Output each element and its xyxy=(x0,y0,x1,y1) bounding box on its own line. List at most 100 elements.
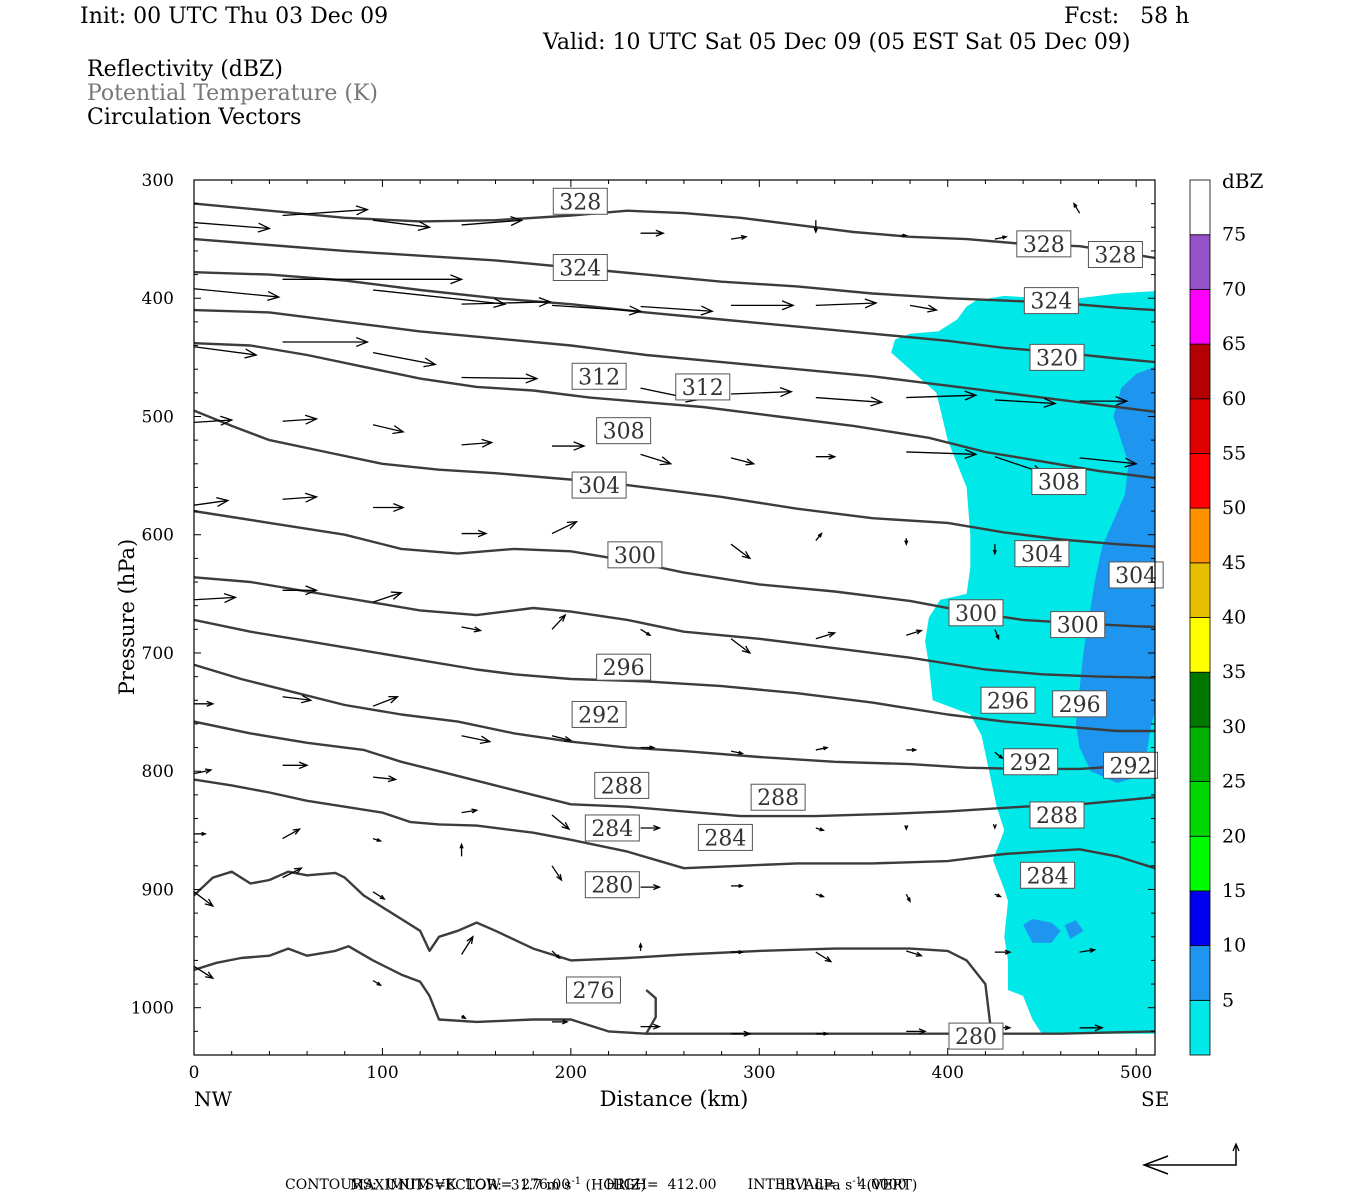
contour-label: 296 xyxy=(596,653,652,681)
circulation-vector xyxy=(906,950,924,957)
colorbar-swatch xyxy=(1189,343,1211,400)
circulation-vector xyxy=(815,893,826,898)
circulation-vector xyxy=(194,496,230,507)
max-vector-vert-value: 11.1 dPa s xyxy=(778,1177,853,1194)
svg-text:292: 292 xyxy=(1110,754,1152,779)
circulation-vector xyxy=(282,761,309,770)
svg-text:288: 288 xyxy=(757,786,799,811)
plot-frame xyxy=(193,179,1156,1056)
circulation-vector xyxy=(461,808,479,814)
circulation-vector xyxy=(282,492,319,503)
circulation-vector xyxy=(461,373,539,384)
svg-text:296: 296 xyxy=(1059,693,1101,718)
x-end-label-right: SE xyxy=(1141,1087,1169,1111)
field-reflectivity: Reflectivity (dBZ) xyxy=(87,57,283,82)
circulation-vector xyxy=(551,950,561,960)
contour-label: 300 xyxy=(607,541,663,569)
circulation-vector xyxy=(994,893,1003,898)
y-tick-label: 900 xyxy=(142,880,174,900)
circulation-vector xyxy=(1079,947,1097,954)
circulation-vector xyxy=(552,1019,569,1025)
colorbar-swatch xyxy=(1189,945,1211,1001)
circulation-vector xyxy=(815,298,878,309)
circulation-vector xyxy=(194,221,272,233)
circulation-vector xyxy=(815,631,837,640)
colorbar-label: 15 xyxy=(1222,880,1246,902)
circulation-vector xyxy=(731,1030,752,1037)
circulation-vector xyxy=(815,951,833,963)
colorbar-swatch xyxy=(1189,562,1211,618)
field-potential-temperature: Potential Temperature (K) xyxy=(87,81,378,106)
circulation-vector xyxy=(731,883,745,888)
circulation-vector xyxy=(282,694,313,704)
colorbar-label: 25 xyxy=(1222,771,1246,793)
svg-text:324: 324 xyxy=(1030,290,1072,315)
circulation-vector xyxy=(640,745,656,750)
contour-label: 312 xyxy=(675,373,731,401)
circulation-vector xyxy=(815,453,837,460)
circulation-vector xyxy=(461,626,483,633)
circulation-vector xyxy=(372,591,403,603)
contour-label: 304 xyxy=(1108,561,1164,589)
contour-label: 284 xyxy=(697,823,753,851)
circulation-vectors xyxy=(194,202,1138,1037)
circulation-vector xyxy=(551,735,573,743)
x-end-label-left: NW xyxy=(194,1087,233,1111)
contour-label: 308 xyxy=(1031,468,1087,496)
svg-text:292: 292 xyxy=(1010,751,1052,776)
circulation-vector xyxy=(282,828,302,840)
max-vector-horiz-label: (HORIZ) xyxy=(581,1177,646,1194)
svg-text:304: 304 xyxy=(578,474,620,499)
contour-label: 324 xyxy=(1023,287,1079,315)
x-tick-label: 500 xyxy=(1120,1063,1152,1083)
circulation-vector xyxy=(640,824,662,832)
circulation-vector xyxy=(282,336,370,348)
contour-label: 328 xyxy=(552,187,608,215)
contour-label: 320 xyxy=(1029,343,1085,371)
circulation-vector xyxy=(1079,396,1129,407)
theta-contour-280 xyxy=(646,1030,1155,1035)
max-vector-vert-label: (VERT) xyxy=(862,1177,918,1194)
reflectivity-area-10dbz xyxy=(1064,920,1084,940)
unit-exponent: -1 xyxy=(852,1176,863,1187)
colorbar-label: 35 xyxy=(1222,661,1246,683)
colorbar-label: 30 xyxy=(1222,716,1246,738)
circulation-vector xyxy=(640,1023,662,1030)
circulation-vector xyxy=(815,827,826,832)
svg-text:328: 328 xyxy=(559,190,601,215)
colorbar-label: 45 xyxy=(1222,552,1246,574)
svg-text:324: 324 xyxy=(559,257,601,282)
circulation-vector xyxy=(900,233,909,238)
circulation-vector xyxy=(640,229,665,237)
circulation-vector xyxy=(1073,202,1081,214)
colorbar: 5 10 15 20 25 30 35 40 45 50 55 60 65 70 75 xyxy=(1189,179,1246,1056)
circulation-vector xyxy=(372,979,383,987)
circulation-vector xyxy=(461,529,488,538)
colorbar-label: 70 xyxy=(1222,278,1246,300)
contour-label: 280 xyxy=(948,1022,1004,1050)
circulation-vector xyxy=(194,415,234,426)
theta-contour-304 xyxy=(194,509,1155,629)
circulation-vector xyxy=(461,216,524,227)
svg-text:300: 300 xyxy=(1057,614,1099,639)
contour-label: 292 xyxy=(1103,751,1159,779)
circulation-vector xyxy=(730,750,745,755)
svg-text:284: 284 xyxy=(1027,864,1069,889)
x-tick-label: 200 xyxy=(555,1063,587,1083)
colorbar-label: 20 xyxy=(1222,825,1246,847)
contour-label: 288 xyxy=(594,771,650,799)
circulation-vector xyxy=(194,700,215,707)
svg-text:328: 328 xyxy=(1094,243,1136,268)
max-vector-info: MAXIMUM VECTOR: 31.7 m s-1 (HORIZ) xyxy=(341,1158,646,1194)
circulation-vector xyxy=(373,503,405,513)
x-tick-label: 0 xyxy=(189,1063,200,1083)
svg-text:284: 284 xyxy=(704,826,746,851)
max-vector-horiz-value: MAXIMUM VECTOR: 31.7 m s xyxy=(349,1177,572,1194)
contour-label: 296 xyxy=(980,686,1036,714)
svg-text:296: 296 xyxy=(987,689,1029,714)
circulation-vector xyxy=(282,205,370,217)
contour-label: 328 xyxy=(1087,240,1143,268)
circulation-vector xyxy=(372,837,383,842)
circulation-vector xyxy=(904,825,909,831)
